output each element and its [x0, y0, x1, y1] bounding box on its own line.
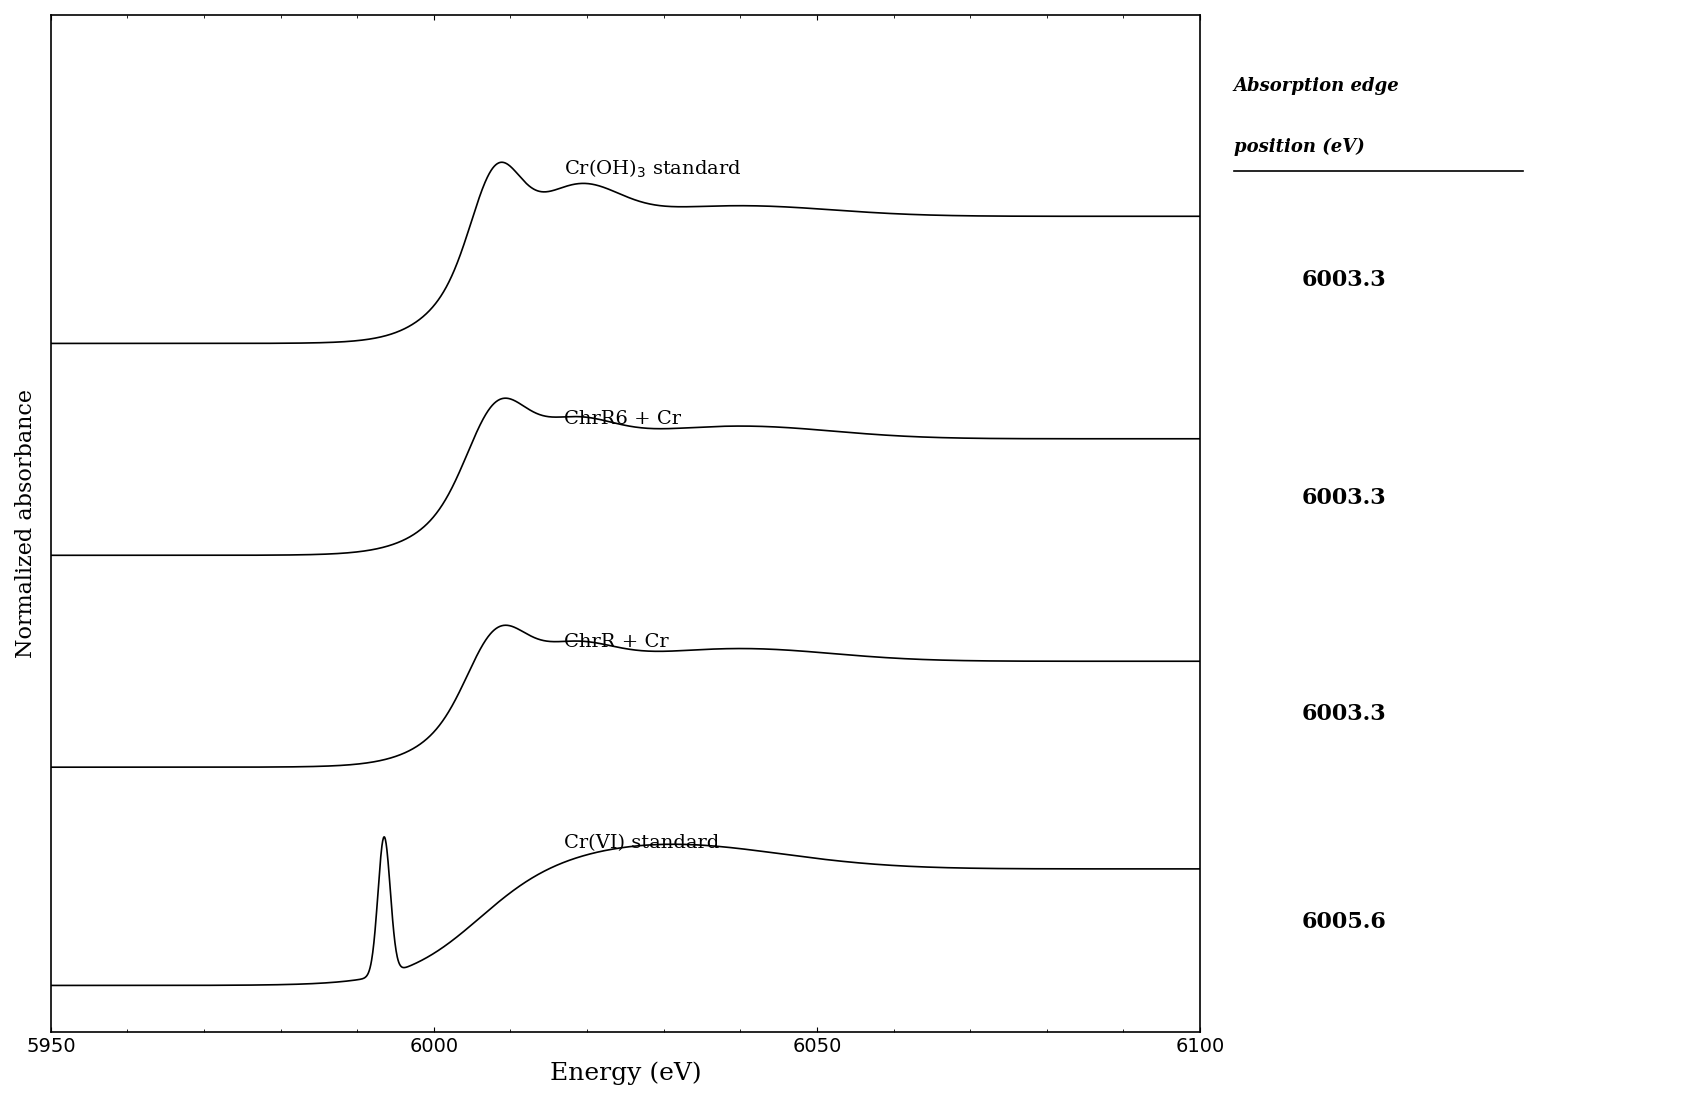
- Text: Absorption edge: Absorption edge: [1234, 77, 1399, 96]
- Text: 6005.6: 6005.6: [1302, 911, 1387, 933]
- Text: position (eV): position (eV): [1234, 139, 1365, 156]
- Text: ChrR + Cr: ChrR + Cr: [564, 632, 669, 651]
- Text: Cr(VI) standard: Cr(VI) standard: [564, 834, 720, 851]
- Text: 6003.3: 6003.3: [1302, 487, 1387, 509]
- Text: ChrR6 + Cr: ChrR6 + Cr: [564, 410, 681, 428]
- Y-axis label: Normalized absorbance: Normalized absorbance: [15, 389, 37, 658]
- Text: 6003.3: 6003.3: [1302, 703, 1387, 725]
- Text: Cr(OH)$_3$ standard: Cr(OH)$_3$ standard: [564, 158, 742, 180]
- Text: 6003.3: 6003.3: [1302, 268, 1387, 290]
- X-axis label: Energy (eV): Energy (eV): [550, 1062, 701, 1085]
